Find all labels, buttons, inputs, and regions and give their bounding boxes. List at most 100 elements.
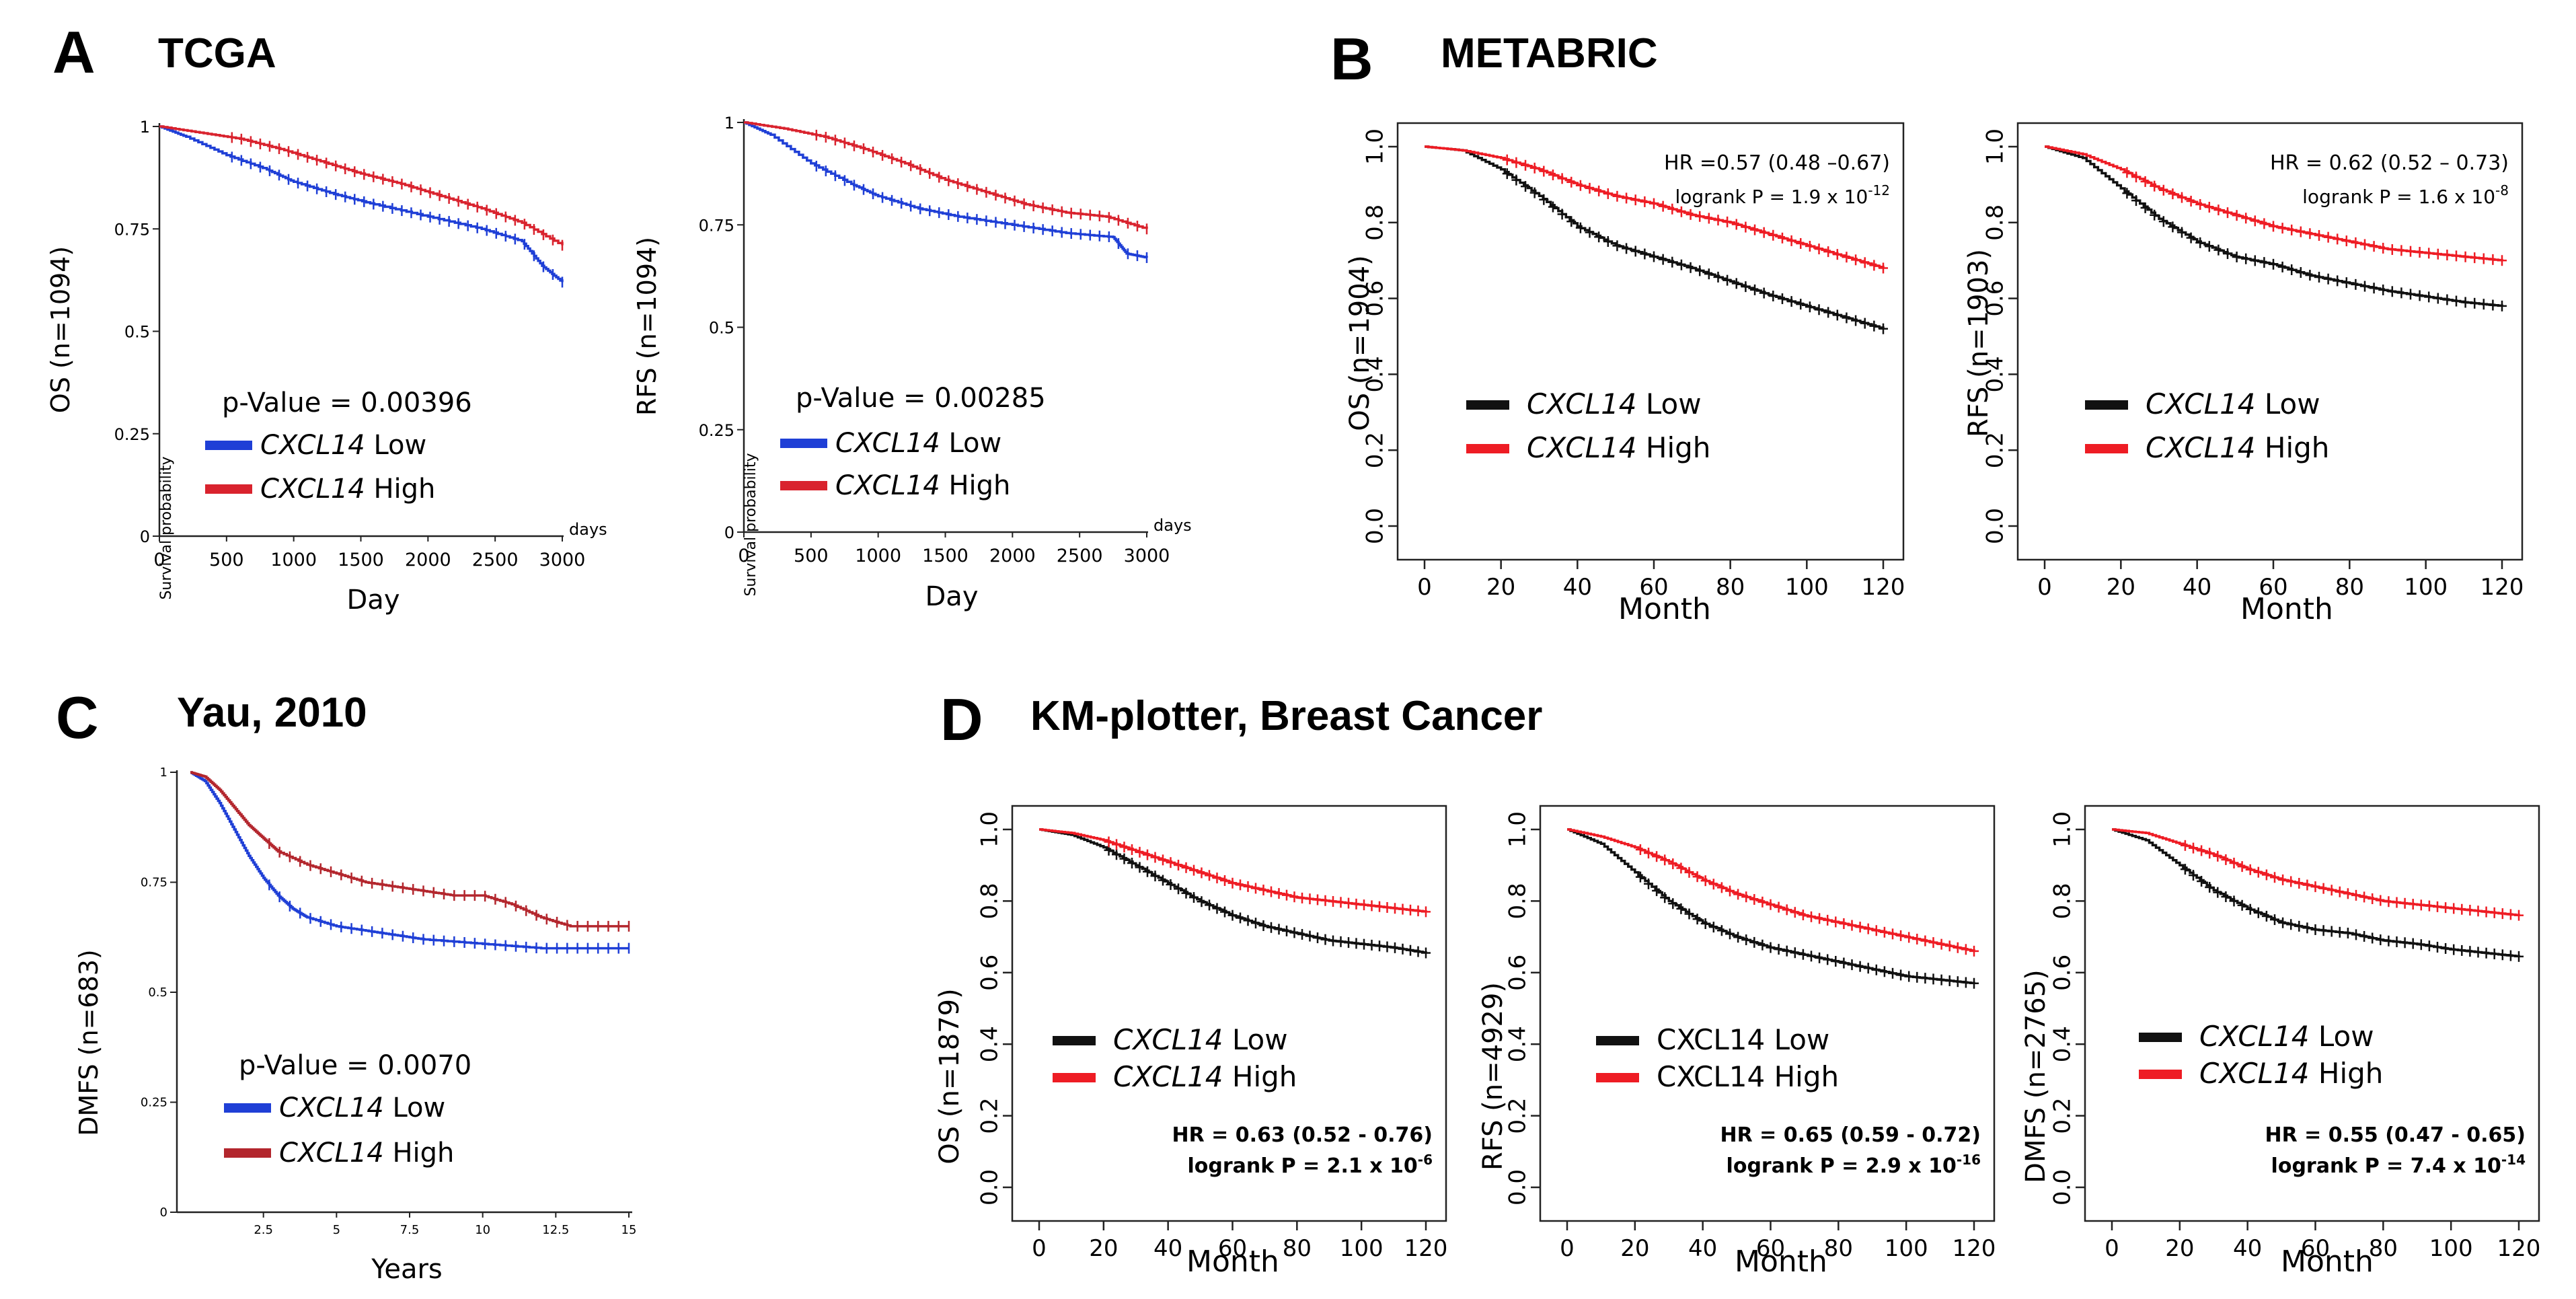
y-tick-label: 0.25 <box>114 425 150 444</box>
legend-swatch-high <box>1596 1073 1639 1082</box>
y-tick-label: 0.2 <box>1362 432 1389 468</box>
y-tick-label: 0.25 <box>699 421 734 440</box>
panel-title-a: TCGA <box>158 30 276 77</box>
logrank-exponent: -16 <box>1957 1152 1981 1168</box>
hazard-ratio-label: HR =0.57 (0.48 –0.67) <box>1664 151 1890 175</box>
logrank-label: logrank P = 1.9 x 10-12 <box>1675 182 1890 208</box>
x-tick-label: 0 <box>2105 1235 2119 1262</box>
legend-gene: CXCL14 <box>2199 1020 2310 1053</box>
x-unit-label: days <box>1153 516 1192 535</box>
y-tick-label: 0.4 <box>1362 356 1389 392</box>
x-tick-label: 40 <box>1688 1235 1717 1262</box>
x-tick-label: 1000 <box>855 546 901 566</box>
legend-group: High <box>373 474 435 505</box>
x-tick-label: 2.5 <box>254 1223 273 1237</box>
chart-d1: 0.0 0.2 0.4 0.6 0.8 1.0 0 20 40 60 80 100 120 Month OS… <box>934 805 1447 1279</box>
y-tick-label: 0.0 <box>977 1169 1003 1205</box>
x-tick-label: 0 <box>1032 1235 1047 1262</box>
panel-title-b: METABRIC <box>1441 30 1658 77</box>
legend-gene: CXCL14 <box>1527 387 1637 420</box>
legend-label-low: CXCL14 Low <box>835 428 1001 459</box>
x-axis-title: Month <box>1735 1245 1827 1279</box>
plot-frame <box>2016 122 2524 561</box>
y-tick-label: 1 <box>724 114 734 133</box>
logrank-label: logrank P = 2.1 x 10-6 <box>1187 1152 1433 1178</box>
y-axis-title: DMFS (n=2765) <box>2020 969 2051 1183</box>
x-axis-title: Month <box>1186 1245 1279 1279</box>
censor-marks-high <box>1502 154 1888 274</box>
p-value-label: p-Value = 0.00396 <box>222 387 472 418</box>
legend-gene: CXCL14 <box>835 470 940 501</box>
y-tick-label: 0.8 <box>1505 883 1531 919</box>
x-tick-label: 100 <box>2404 574 2448 601</box>
censor-marks-low <box>1502 168 1888 334</box>
x-tick-label: 80 <box>1716 574 1745 601</box>
hazard-ratio-label: HR = 0.55 (0.47 - 0.65) <box>2265 1123 2526 1147</box>
legend-label-high: CXCL14 High <box>260 474 435 505</box>
panel-title-c: Yau, 2010 <box>177 690 367 736</box>
y-tick-label: 0.8 <box>1982 205 2009 241</box>
chart-a1: 0 0.25 0.5 0.75 1 0 500 1000 1500 2000 2500 3000 day… <box>46 118 607 616</box>
chart-a2: 0 0.25 0.5 0.75 1 0 500 1000 1500 2000 2500 3000 day… <box>632 114 1192 612</box>
y-axis-title: RFS (n=4929) <box>1478 982 1509 1171</box>
x-tick-label: 7.5 <box>400 1223 420 1237</box>
panel-letter-c: C <box>56 684 99 751</box>
legend-swatch-low <box>2139 1033 2182 1042</box>
x-tick-label: 500 <box>794 546 829 566</box>
y-tick-label: 1 <box>140 118 150 137</box>
x-axis-title: Day <box>347 585 400 616</box>
y-tick-label: 0 <box>724 523 734 542</box>
series-line-low <box>159 125 564 283</box>
logrank-text: logrank P = 2.9 x 10 <box>1727 1154 1957 1178</box>
legend-gene: CXCL14 <box>2146 387 2256 420</box>
x-tick-label: 100 <box>1340 1235 1384 1262</box>
panel-letter-b: B <box>1330 26 1373 92</box>
legend-label-low: CXCL14 Low <box>1113 1023 1288 1056</box>
y-tick-label: 0.6 <box>1362 281 1389 317</box>
series-line-high <box>2112 828 2520 916</box>
censor-marks-high <box>231 132 564 251</box>
y-tick-label: 0 <box>160 1205 167 1220</box>
legend-swatch-low <box>1053 1036 1096 1045</box>
series-line-low <box>2112 828 2520 958</box>
hazard-ratio-label: HR = 0.63 (0.52 - 0.76) <box>1172 1123 1433 1147</box>
legend-group: Low <box>2265 387 2320 420</box>
legend-gene: CXCL14 <box>2146 431 2256 464</box>
y-tick-label: 0.4 <box>2049 1026 2076 1062</box>
legend-group: Low <box>1646 387 1702 420</box>
series-line-high <box>190 771 629 928</box>
x-tick-label: 100 <box>1885 1235 1928 1262</box>
legend-label-high: CXCL14 High <box>1113 1060 1297 1093</box>
legend-gene: CXCL14 <box>1113 1023 1223 1056</box>
logrank-label: logrank P = 1.6 x 10-8 <box>2302 182 2509 208</box>
y-axis-title: OS (n=1879) <box>934 988 965 1164</box>
censor-marks-high <box>2122 167 2507 266</box>
x-tick-label: 5 <box>333 1223 340 1237</box>
y-tick-label: 1.0 <box>1505 811 1531 848</box>
x-tick-label: 40 <box>2183 574 2211 601</box>
legend: CXCL14 Low CXCL14 High <box>1596 1023 1839 1093</box>
x-tick-label: 120 <box>2497 1235 2541 1262</box>
x-tick-label: 2500 <box>472 550 519 570</box>
y-tick-label: 0.8 <box>2049 883 2076 919</box>
y-tick-label: 0.2 <box>977 1098 1003 1134</box>
legend-gene: CXCL14 <box>260 430 365 461</box>
x-tick-label: 2500 <box>1057 546 1103 566</box>
x-tick-label: 1500 <box>922 546 969 566</box>
legend-label-low: CXCL14 Low <box>1657 1023 1829 1056</box>
legend-swatch-low <box>780 439 827 448</box>
panel-title-d: KM-plotter, Breast Cancer <box>1030 693 1542 739</box>
legend-gene: CXCL14 <box>260 474 365 505</box>
legend-swatch-high <box>205 484 252 494</box>
x-tick-label: 20 <box>2165 1235 2194 1262</box>
x-tick-label: 60 <box>1756 1235 1785 1262</box>
legend-gene: CXCL14 <box>2199 1057 2310 1090</box>
legend-label-low: CXCL14 Low <box>1527 387 1702 420</box>
legend-label-high: CXCL14 High <box>1657 1060 1839 1093</box>
y-tick-label: 1.0 <box>977 811 1003 848</box>
